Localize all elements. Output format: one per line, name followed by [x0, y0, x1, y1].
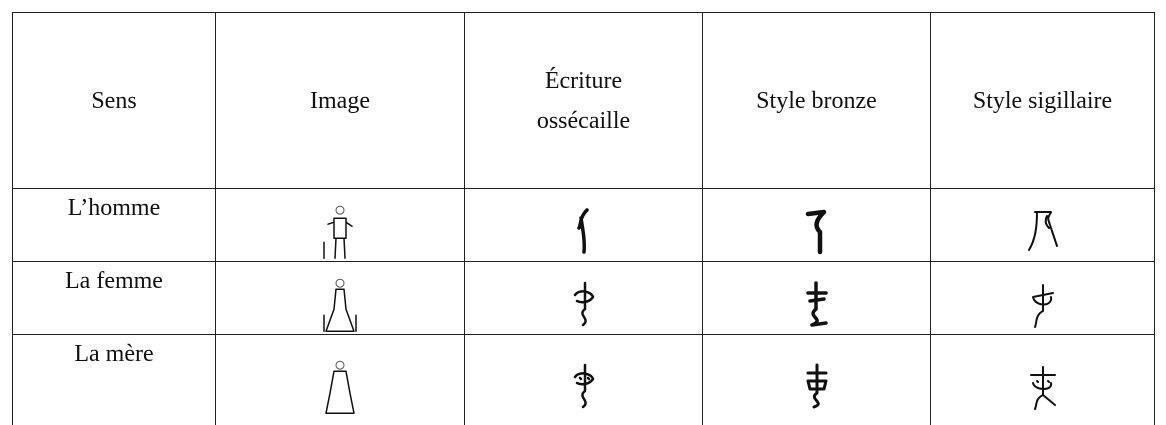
- cell: [702, 188, 931, 262]
- header-cell: Style bronze: [702, 12, 931, 189]
- image-woman: [323, 278, 357, 332]
- row: La mère: [12, 334, 1155, 425]
- glyph-seal: [1027, 211, 1058, 251]
- cell: [930, 188, 1155, 262]
- header-cell: Style sigillaire: [930, 12, 1155, 189]
- cell: [464, 261, 703, 335]
- header-cell: Écriture ossécaille: [464, 12, 703, 189]
- cell: [702, 334, 931, 425]
- cell: [464, 334, 703, 425]
- cell: [702, 261, 931, 335]
- glyph-oracle: [576, 208, 589, 254]
- glyph-oracle: [573, 281, 594, 327]
- cell: [215, 261, 465, 335]
- glyph-seal: [1029, 366, 1056, 410]
- character-table: Sens Image Écriture ossécaille Style bro…: [12, 12, 1155, 425]
- header-text: Écriture ossécaille: [536, 67, 631, 134]
- glyph-oracle: [573, 363, 594, 409]
- glyph-bronze: [806, 363, 827, 409]
- header-cell: Sens: [12, 12, 216, 189]
- image-mother: [325, 360, 355, 414]
- cell: [930, 334, 1155, 425]
- cell: [930, 261, 1155, 335]
- row-label: La mère: [74, 341, 154, 367]
- row: L’homme: [12, 188, 1155, 262]
- header-row: Sens Image Écriture ossécaille Style bro…: [12, 12, 1155, 189]
- image-man: [323, 205, 353, 259]
- glyph-bronze: [805, 209, 826, 255]
- cell: L’homme: [12, 188, 216, 262]
- row-label: L’homme: [67, 195, 161, 221]
- cell: [215, 334, 465, 425]
- cell: La mère: [12, 334, 216, 425]
- cell: La femme: [12, 261, 216, 335]
- cell: [464, 188, 703, 262]
- glyph-bronze: [805, 281, 828, 327]
- row-label: La femme: [65, 268, 163, 294]
- header-cell: Image: [215, 12, 465, 189]
- row: La femme: [12, 261, 1155, 335]
- cell: [215, 188, 465, 262]
- glyph-seal: [1031, 284, 1054, 328]
